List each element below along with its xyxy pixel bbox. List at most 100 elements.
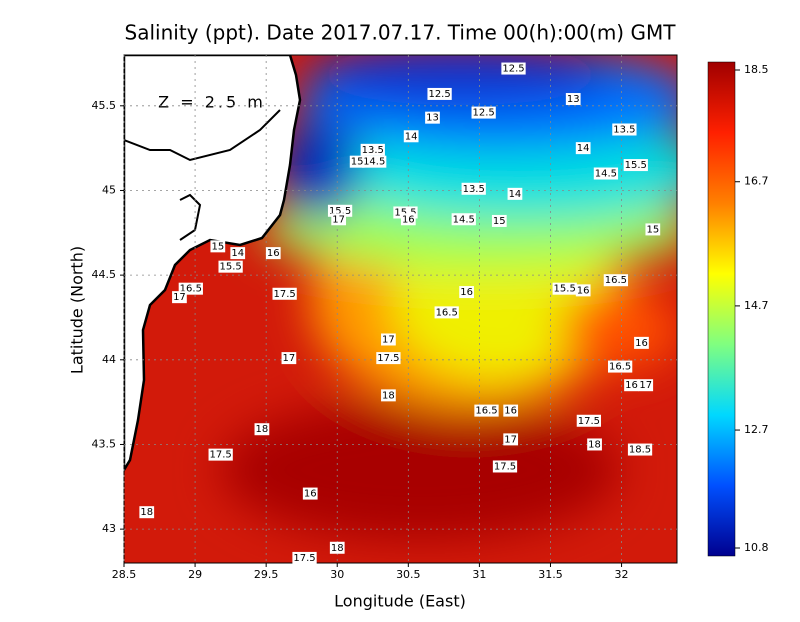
contour-label-bg xyxy=(218,260,243,273)
contour-label-bg xyxy=(575,142,591,155)
contour-label-bg xyxy=(575,284,591,297)
contour-label-bg xyxy=(503,433,519,446)
contour-label: 17.5 xyxy=(292,551,317,564)
x-tick-label: 28.5 xyxy=(112,568,137,581)
contour-label: 15.5 xyxy=(623,159,648,172)
contour-label-text: 17 xyxy=(504,434,517,445)
contour-label-text: 17 xyxy=(639,380,652,391)
y-axis-label: Latitude (North) xyxy=(68,246,87,374)
contour-label: 16 xyxy=(503,404,519,417)
y-tick-label: 44 xyxy=(102,353,116,366)
contour-label-bg xyxy=(139,506,155,519)
contour-label-text: 18 xyxy=(140,507,153,518)
contour-label-bg xyxy=(645,223,661,236)
contour-label-bg xyxy=(329,541,345,554)
contour-label-bg xyxy=(634,336,649,349)
contour-label-text: 15 xyxy=(646,224,659,235)
contour-label: 17.5 xyxy=(492,460,518,473)
contour-label-bg xyxy=(587,438,602,451)
contour-label: 15 xyxy=(645,223,661,236)
contour-label-bg xyxy=(230,247,246,260)
contour-label-bg xyxy=(552,282,577,295)
contour-label-bg xyxy=(425,111,440,124)
contour-label: 18 xyxy=(329,541,345,554)
contour-label: 17.5 xyxy=(208,448,233,461)
contour-label: 14 xyxy=(230,247,246,260)
contour-label-text: 15.5 xyxy=(219,262,241,273)
contour-label: 17.5 xyxy=(376,352,401,365)
contour-label-bg xyxy=(210,240,226,253)
contour-label: 15 xyxy=(210,240,226,253)
contour-label-text: 14 xyxy=(509,189,522,200)
contour-label: 13.5 xyxy=(461,182,486,195)
contour-label-bg xyxy=(254,423,270,436)
contour-label-text: 15.5 xyxy=(329,206,351,217)
contour-label-bg xyxy=(451,213,476,226)
contour-label: 18 xyxy=(587,438,602,451)
x-tick-label: 30 xyxy=(330,568,344,581)
contour-label-text: 13.5 xyxy=(613,125,635,136)
contour-label: 16.5 xyxy=(608,360,633,373)
x-tick-label: 32 xyxy=(615,568,629,581)
salinity-field xyxy=(124,55,677,563)
contour-label-bg xyxy=(593,167,619,180)
contour-label-text: 14 xyxy=(405,131,418,142)
contour-label-text: 15.5 xyxy=(394,207,416,218)
contour-label-text: 13 xyxy=(426,113,439,124)
contour-label-text: 15 xyxy=(493,216,506,227)
contour-label: 18 xyxy=(139,506,155,519)
contour-label: 17 xyxy=(172,291,187,304)
contour-label: 17.5 xyxy=(272,287,297,300)
contour-label: 17.5 xyxy=(576,414,601,427)
contour-label: 18.5 xyxy=(627,443,653,456)
coastline xyxy=(124,55,302,473)
contour-label: 17 xyxy=(638,379,654,392)
contour-label-bg xyxy=(474,404,499,417)
contour-label-bg xyxy=(172,291,187,304)
contour-label-bg xyxy=(565,93,581,106)
contour-label: 16.5 xyxy=(474,404,499,417)
contour-label-bg xyxy=(381,333,396,346)
y-tick-label: 45 xyxy=(102,183,116,196)
contour-label-bg xyxy=(272,287,297,300)
contour-label-text: 16 xyxy=(304,489,317,500)
contour-label-bg xyxy=(624,379,639,392)
contour-label: 13.5 xyxy=(612,123,637,136)
x-tick-label: 31.5 xyxy=(538,568,563,581)
contour-label-text: 15.5 xyxy=(554,284,576,295)
contour-label-bg xyxy=(331,213,347,226)
colorbar-tick-label: 14.7 xyxy=(744,299,769,312)
contour-label-text: 18 xyxy=(588,439,601,450)
contour-label-text: 16.5 xyxy=(475,406,497,417)
contour-label-bg xyxy=(491,214,507,227)
contour-label-text: 18 xyxy=(256,424,269,435)
contour-label-bg xyxy=(461,182,486,195)
contour-label: 17 xyxy=(281,352,297,365)
contour-label-text: 14 xyxy=(231,248,244,259)
contour-label-text: 17 xyxy=(283,353,296,364)
contour-label-bg xyxy=(292,551,317,564)
contour-label: 14.5 xyxy=(593,167,619,180)
contour-label: 12.5 xyxy=(471,106,496,119)
contour-label-text: 16 xyxy=(460,287,473,298)
x-tick-label: 31 xyxy=(472,568,486,581)
contour-label-text: 17 xyxy=(332,214,345,225)
contour-label-text: 14.5 xyxy=(453,214,475,225)
contour-label-text: 15 xyxy=(351,157,364,168)
contour-label-text: 18 xyxy=(331,543,344,554)
contour-label-text: 14 xyxy=(577,143,590,154)
contour-label: 16 xyxy=(624,379,639,392)
contour-label-bg xyxy=(608,360,633,373)
y-tick-label: 44.5 xyxy=(92,268,117,281)
contour-label-text: 12.5 xyxy=(502,64,524,75)
contour-label: 15.5 xyxy=(218,260,243,273)
contour-label-bg xyxy=(403,130,419,143)
colorbar-tick-label: 12.7 xyxy=(744,423,769,436)
contour-label-text: 17 xyxy=(382,334,395,345)
contour-label-text: 16 xyxy=(504,406,517,417)
contour-label-bg xyxy=(459,286,474,299)
contour-label: 18 xyxy=(254,423,270,436)
contour-label-bg xyxy=(362,155,387,168)
contour-label-text: 16 xyxy=(402,214,415,225)
